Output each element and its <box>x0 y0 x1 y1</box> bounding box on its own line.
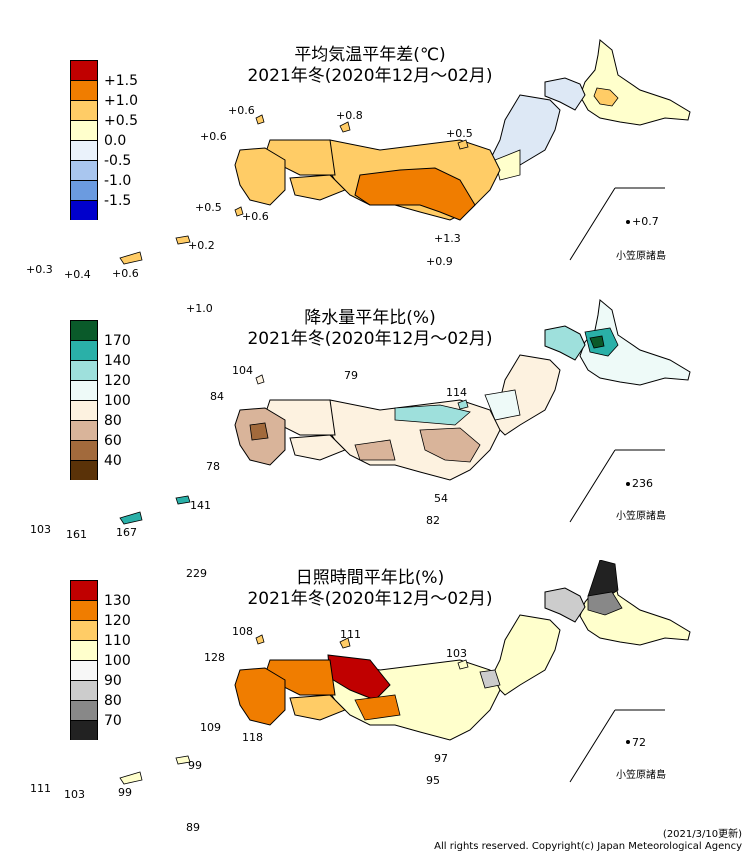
legend-label: 120 <box>104 373 131 389</box>
legend-label: 80 <box>104 413 122 429</box>
value-chichijima: 236 <box>632 477 653 490</box>
precipitation-map <box>119 299 691 525</box>
legend-label: 170 <box>104 333 131 349</box>
value-minami-daito: +1.0 <box>186 302 213 315</box>
sunshine-panel: 日照時間平年比(%) 2021年冬(2020年12月～02月) 130 120 … <box>0 560 750 860</box>
value-yonaguni: +0.3 <box>26 263 53 276</box>
value-sado: +0.8 <box>336 109 363 122</box>
value-hachijo: 82 <box>426 514 440 527</box>
temperature-map <box>119 39 691 265</box>
ogasawara-label: 小笠原諸島 <box>616 770 666 781</box>
value-minami-daito: 89 <box>186 821 200 834</box>
temperature-legend: +1.5 +1.0 +0.5 0.0 -0.5 -1.0 -1.5 <box>70 60 138 220</box>
legend-label: +0.5 <box>104 113 138 129</box>
sunshine-legend: 130 120 110 100 90 80 70 <box>70 580 131 740</box>
value-koshiki: 118 <box>242 731 263 744</box>
sunshine-title-line2: 2021年冬(2020年12月～02月) <box>247 589 493 609</box>
value-goto: 109 <box>200 721 221 734</box>
legend-label: 70 <box>104 713 122 729</box>
ogasawara-label: 小笠原諸島 <box>616 251 666 262</box>
legend-label: 120 <box>104 613 131 629</box>
legend-label: 140 <box>104 353 131 369</box>
sunshine-map <box>119 560 691 785</box>
value-okinawa: +0.6 <box>112 267 139 280</box>
legend-label: 60 <box>104 433 122 449</box>
value-yakushima: 99 <box>188 759 202 772</box>
legend-label: 100 <box>104 393 131 409</box>
legend-label: +1.0 <box>104 93 138 109</box>
precipitation-title-line2: 2021年冬(2020年12月～02月) <box>247 329 493 349</box>
value-oki: 108 <box>232 625 253 638</box>
value-awashima: 103 <box>446 647 467 660</box>
temperature-title-line2: 2021年冬(2020年12月～02月) <box>247 66 493 86</box>
legend-label: -0.5 <box>104 153 132 169</box>
legend-label: 40 <box>104 453 122 469</box>
value-sado: 79 <box>344 369 358 382</box>
value-chichijima: 72 <box>632 736 646 749</box>
temperature-panel: 平均気温平年差(℃) 2021年冬(2020年12月～02月) +1.5 +1.… <box>0 0 750 290</box>
value-ishigaki: 103 <box>64 788 85 801</box>
value-oki: +0.6 <box>228 104 255 117</box>
value-minami-daito: 229 <box>186 567 207 580</box>
value-oki: 104 <box>232 364 253 377</box>
legend-label: 90 <box>104 673 122 689</box>
value-awashima: 114 <box>446 386 467 399</box>
legend-label: 0.0 <box>104 133 127 149</box>
sunshine-title: 日照時間平年比(%) 2021年冬(2020年12月～02月) <box>200 568 540 610</box>
value-okinawa: 99 <box>118 786 132 799</box>
value-goto: +0.5 <box>195 201 222 214</box>
sunshine-title-line1: 日照時間平年比(%) <box>295 568 445 588</box>
legend-label: 130 <box>104 593 131 609</box>
temperature-title: 平均気温平年差(℃) 2021年冬(2020年12月～02月) <box>200 45 540 87</box>
value-okinawa: 167 <box>116 526 137 539</box>
value-awashima: +0.5 <box>446 127 473 140</box>
legend-label: +1.5 <box>104 73 138 89</box>
value-ishigaki: 161 <box>66 528 87 541</box>
value-hachijo: +0.9 <box>426 255 453 268</box>
value-izu: 97 <box>434 752 448 765</box>
value-sado: 111 <box>340 628 361 641</box>
value-koshiki: 78 <box>206 460 220 473</box>
precipitation-title: 降水量平年比(%) 2021年冬(2020年12月～02月) <box>200 308 540 350</box>
ogasawara-label: 小笠原諸島 <box>616 511 666 522</box>
value-yakushima: +0.2 <box>188 239 215 252</box>
copyright: All rights reserved. Copyright(c) Japan … <box>434 841 742 852</box>
footer: (2021/3/10更新) All rights reserved. Copyr… <box>434 829 742 853</box>
value-izu: +1.3 <box>434 232 461 245</box>
legend-label: -1.0 <box>104 173 132 189</box>
value-tsushima: 84 <box>210 390 224 403</box>
precipitation-title-line1: 降水量平年比(%) <box>304 308 436 328</box>
update-date: (2021/3/10更新) <box>662 829 742 840</box>
value-yonaguni: 111 <box>30 782 51 795</box>
legend-label: 100 <box>104 653 131 669</box>
value-tsushima: 128 <box>204 651 225 664</box>
legend-label: 110 <box>104 633 131 649</box>
value-izu: 54 <box>434 492 448 505</box>
precipitation-legend: 170 140 120 100 80 60 40 <box>70 320 131 480</box>
temperature-title-line1: 平均気温平年差(℃) <box>294 45 446 65</box>
value-hachijo: 95 <box>426 774 440 787</box>
precipitation-panel: +1.0 降水量平年比(%) 2021年冬(2020年12月～02月) 170 … <box>0 290 750 579</box>
legend-label: -1.5 <box>104 193 132 209</box>
value-ishigaki: +0.4 <box>64 268 91 281</box>
value-yonaguni: 103 <box>30 523 51 536</box>
value-chichijima: +0.7 <box>632 215 659 228</box>
legend-label: 80 <box>104 693 122 709</box>
value-yakushima: 141 <box>190 499 211 512</box>
value-koshiki: +0.6 <box>242 210 269 223</box>
value-tsushima: +0.6 <box>200 130 227 143</box>
